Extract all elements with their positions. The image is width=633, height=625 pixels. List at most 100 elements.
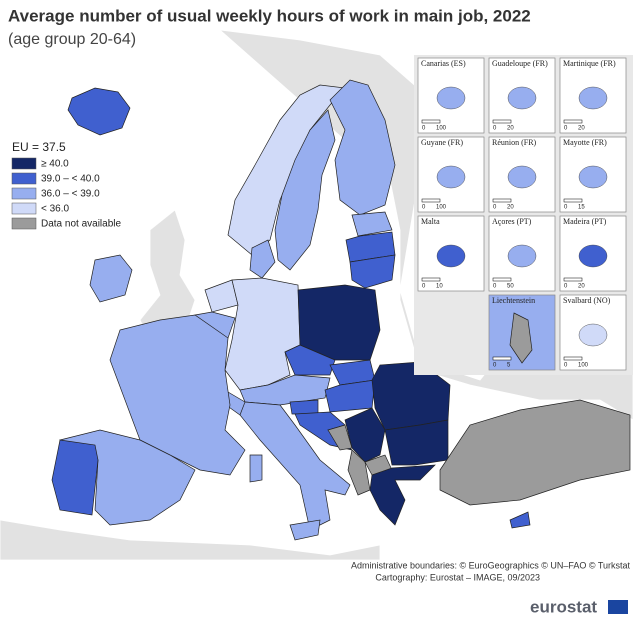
countries	[51, 79, 631, 541]
inset-label: Madeira (PT)	[563, 217, 607, 226]
scale-bar	[492, 119, 512, 124]
inset-label: Martinique (FR)	[563, 59, 616, 68]
country	[89, 254, 133, 303]
country	[345, 231, 396, 263]
scale-label: 0	[493, 363, 497, 369]
scale-bar	[492, 356, 512, 361]
inset-land	[436, 165, 466, 189]
legend-label: Data not available	[41, 219, 121, 230]
country	[439, 399, 631, 506]
inset-land	[507, 86, 537, 110]
inset-land	[578, 323, 608, 347]
scale-bar	[563, 356, 583, 361]
scale-label: 100	[436, 205, 447, 211]
country	[297, 284, 381, 361]
legend-swatch	[11, 217, 37, 230]
country	[249, 454, 263, 483]
scale-label: 0	[564, 205, 568, 211]
inset-land	[578, 86, 608, 110]
country	[249, 239, 276, 279]
scale-label: 0	[422, 284, 426, 290]
country	[289, 399, 319, 415]
scale-label: 0	[422, 126, 426, 132]
subtitle: (age group 20-64)	[8, 31, 136, 48]
inset-label: Mayotte (FR)	[563, 138, 607, 147]
scale-label: 100	[436, 126, 447, 132]
scale-label: 50	[507, 284, 514, 290]
scale-bar	[563, 277, 583, 282]
inset-land	[436, 244, 466, 268]
scale-bar	[563, 198, 583, 203]
inset-label: Malta	[421, 217, 440, 226]
scale-label: 15	[578, 205, 585, 211]
scale-label: 20	[578, 284, 585, 290]
country	[344, 407, 386, 463]
inset-land	[507, 165, 537, 189]
legend-swatch	[11, 157, 37, 170]
scale-label: 100	[578, 363, 589, 369]
scale-bar	[421, 277, 441, 282]
scale-label: 0	[422, 205, 426, 211]
country	[289, 519, 321, 541]
legend: EU = 37.5 ≥ 40.0 39.0 – < 40.0 36.0 – < 39…	[11, 140, 121, 230]
country	[324, 379, 376, 413]
inset-label: Guadeloupe (FR)	[492, 59, 548, 68]
credit: Administrative boundaries: © EuroGeograp…	[351, 560, 631, 570]
country	[274, 109, 336, 271]
legend-swatch	[11, 187, 37, 200]
scale-bar	[563, 119, 583, 124]
legend-label: < 36.0	[41, 204, 70, 215]
country	[329, 79, 396, 216]
background-land	[0, 29, 633, 561]
logo-flag	[608, 600, 628, 614]
legend-label: 36.0 – < 39.0	[41, 189, 100, 200]
scale-label: 0	[493, 284, 497, 290]
scale-label: 20	[507, 126, 514, 132]
legend-swatch	[11, 172, 37, 185]
logo: eurostat	[530, 597, 597, 616]
country	[351, 211, 393, 237]
inset-land	[578, 165, 608, 189]
inset-land	[509, 312, 533, 364]
country	[67, 87, 131, 136]
country	[347, 449, 371, 496]
country	[109, 314, 246, 476]
legend-title: EU = 37.5	[12, 140, 66, 154]
scale-label: 5	[507, 363, 511, 369]
country	[51, 439, 99, 516]
scale-label: 0	[564, 126, 568, 132]
inset-label: Canarias (ES)	[421, 59, 466, 68]
inset-label: Liechtenstein	[492, 296, 535, 305]
country	[369, 464, 436, 526]
inset-label: Açores (PT)	[492, 217, 532, 226]
country	[239, 401, 351, 531]
scale-bar	[492, 277, 512, 282]
scale-label: 0	[493, 205, 497, 211]
inset-label: Svalbard (NO)	[563, 296, 611, 305]
scale-bar	[492, 198, 512, 203]
scale-label: 0	[564, 363, 568, 369]
inset-land	[436, 86, 466, 110]
inset-land	[507, 244, 537, 268]
country	[224, 277, 301, 391]
scale-label: 20	[507, 205, 514, 211]
legend-label: ≥ 40.0	[41, 159, 69, 170]
scale-label: 20	[578, 126, 585, 132]
scale-label: 10	[436, 284, 443, 290]
scale-bar	[421, 198, 441, 203]
inset-land	[578, 244, 608, 268]
legend-label: 39.0 – < 40.0	[41, 174, 100, 185]
title: Average number of usual weekly hours of …	[8, 6, 531, 25]
credit: Cartography: Eurostat – IMAGE, 09/2023	[375, 572, 540, 582]
country	[349, 254, 396, 289]
scale-bar	[421, 119, 441, 124]
inset-label: Réunion (FR)	[492, 138, 537, 147]
scale-label: 0	[493, 126, 497, 132]
inset-label: Guyane (FR)	[421, 138, 463, 147]
legend-swatch	[11, 202, 37, 215]
country	[509, 511, 531, 529]
scale-label: 0	[564, 284, 568, 290]
